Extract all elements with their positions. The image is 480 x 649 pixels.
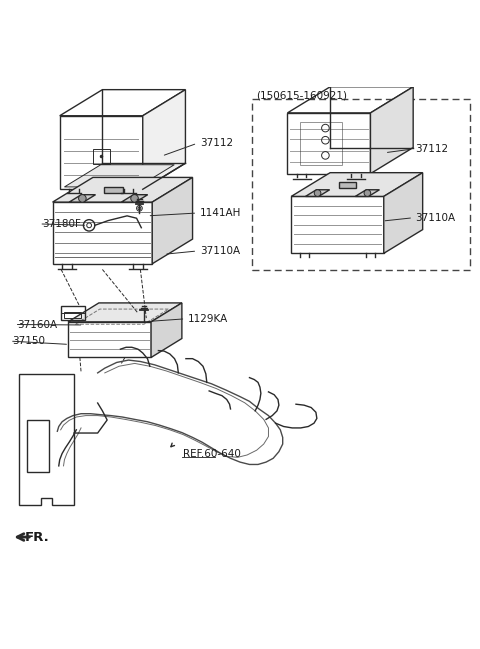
Text: 1141AH: 1141AH — [200, 208, 241, 218]
Polygon shape — [104, 187, 123, 193]
Polygon shape — [371, 87, 413, 174]
Text: REF.60-640: REF.60-640 — [183, 448, 241, 459]
Polygon shape — [143, 90, 185, 190]
Polygon shape — [121, 195, 148, 202]
Circle shape — [364, 190, 371, 197]
Polygon shape — [339, 182, 356, 188]
Circle shape — [314, 190, 321, 197]
Text: 37180F: 37180F — [42, 219, 81, 229]
Polygon shape — [68, 303, 182, 322]
Polygon shape — [53, 177, 192, 202]
Polygon shape — [384, 173, 423, 253]
Polygon shape — [291, 173, 423, 197]
Text: 37160A: 37160A — [17, 319, 57, 330]
Text: 37112: 37112 — [200, 138, 233, 148]
Text: 37150: 37150 — [12, 336, 45, 346]
Text: (150615-160921): (150615-160921) — [257, 91, 348, 101]
Text: 1129KA: 1129KA — [188, 314, 228, 324]
Circle shape — [79, 195, 86, 202]
Text: 37112: 37112 — [416, 144, 449, 154]
Circle shape — [131, 195, 138, 202]
Polygon shape — [69, 195, 96, 202]
Polygon shape — [152, 177, 192, 263]
Text: 37110A: 37110A — [416, 213, 456, 223]
Text: FR.: FR. — [25, 530, 50, 544]
Polygon shape — [355, 190, 380, 197]
Polygon shape — [64, 165, 174, 187]
Polygon shape — [151, 303, 182, 358]
Polygon shape — [305, 190, 330, 197]
Text: 37110A: 37110A — [200, 246, 240, 256]
